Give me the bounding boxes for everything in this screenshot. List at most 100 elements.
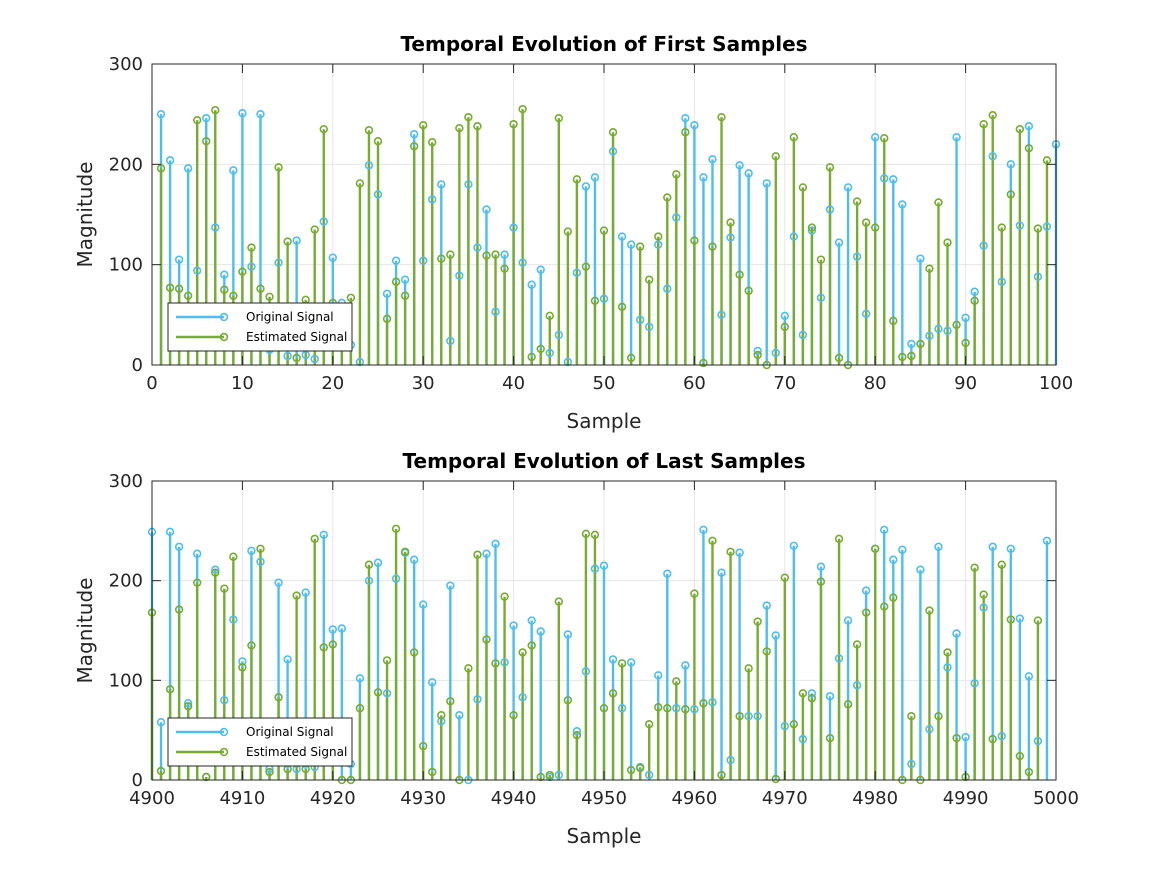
stem-marker: [608, 655, 618, 664]
stem-marker: [419, 741, 428, 751]
stem-marker: [970, 679, 979, 688]
x-tick-label: 4940: [491, 788, 537, 809]
stem-marker: [437, 254, 446, 263]
stem-marker: [617, 704, 627, 713]
stem-marker: [861, 309, 871, 319]
x-tick-label: 4920: [310, 788, 356, 809]
stem-marker: [889, 555, 898, 564]
stem-marker: [735, 161, 744, 170]
y-axis-label: Magnitude: [73, 578, 97, 684]
stem-marker: [346, 293, 356, 302]
bottom-stem-chart: 4900 4910 4920 4930 4940 4950 4960 4970 4980 4990…: [73, 449, 1079, 848]
stem-marker: [355, 704, 365, 713]
stem-marker: [997, 223, 1006, 232]
stem-marker: [446, 336, 455, 346]
stem-marker: [220, 584, 229, 593]
stem-marker: [898, 545, 907, 554]
markers-original: [156, 108, 1061, 367]
stem-marker: [554, 330, 563, 340]
stem-marker: [581, 262, 591, 271]
stem-marker: [491, 659, 500, 668]
stem-marker: [482, 549, 491, 558]
stem-marker: [364, 126, 374, 135]
stem-marker: [283, 351, 292, 361]
x-tick-label: 10: [231, 373, 254, 394]
stem-marker: [825, 733, 835, 743]
x-tick-label: 40: [502, 373, 525, 394]
chart-title: Temporal Evolution of First Samples: [400, 32, 807, 56]
stem-marker: [400, 291, 410, 300]
stem-marker: [156, 164, 166, 173]
stem-marker: [644, 719, 654, 729]
markers-estimated: [156, 104, 1052, 370]
stem-marker: [599, 294, 609, 303]
stem-marker: [1015, 221, 1025, 230]
stem-marker: [247, 243, 256, 252]
stem-marker: [382, 656, 392, 665]
stem-marker: [943, 663, 952, 672]
stem-marker: [310, 354, 319, 364]
stem-marker: [572, 175, 582, 184]
stem-marker: [979, 603, 988, 612]
stem-marker: [428, 138, 437, 147]
x-tick-label: 80: [864, 373, 887, 394]
stem-marker: [518, 104, 527, 114]
stem-marker: [328, 640, 337, 649]
stem-marker: [816, 577, 826, 586]
stem-marker: [780, 311, 789, 321]
stem-marker: [1015, 125, 1025, 134]
stem-marker: [337, 624, 347, 633]
stem-marker: [229, 166, 238, 175]
stem-marker: [274, 163, 283, 172]
stem-marker: [834, 654, 844, 663]
stem-marker: [1042, 536, 1052, 545]
stem-marker: [247, 641, 256, 650]
stem-marker: [328, 625, 337, 634]
stem-marker: [491, 250, 500, 259]
stem-marker: [382, 289, 392, 298]
stem-marker: [735, 548, 744, 557]
stem-marker: [455, 271, 464, 280]
stem-marker: [753, 350, 762, 360]
y-tick-label: 0: [132, 355, 143, 376]
stem-marker: [699, 358, 708, 368]
stem-marker: [961, 313, 970, 323]
stem-marker: [319, 643, 328, 652]
stem-marker: [997, 277, 1006, 286]
stem-marker: [165, 685, 175, 694]
stem-marker: [265, 292, 274, 301]
stem-marker: [934, 542, 943, 551]
stem-marker: [174, 255, 184, 264]
stem-marker: [202, 137, 211, 146]
stem-marker: [599, 226, 609, 235]
stem-marker: [301, 588, 310, 597]
stem-marker: [970, 296, 979, 305]
stem-marker: [988, 152, 997, 161]
stem-marker: [744, 286, 753, 295]
stem-marker: [409, 130, 419, 139]
stem-marker: [572, 268, 582, 277]
x-tick-label: 4950: [581, 788, 627, 809]
stem-marker: [780, 573, 789, 582]
legend: Original Signal Estimated Signal: [167, 302, 353, 352]
x-tick-label: 90: [954, 373, 977, 394]
x-tick-label: 4910: [219, 788, 265, 809]
stem-marker: [708, 155, 717, 164]
stem-marker: [654, 671, 663, 680]
stem-marker: [437, 711, 446, 720]
x-axis-label: Sample: [567, 824, 642, 848]
stem-marker: [464, 180, 473, 189]
stem-marker: [753, 346, 762, 356]
stem-marker: [952, 629, 961, 638]
stem-marker: [635, 242, 645, 251]
stem-marker: [1042, 156, 1052, 165]
stem-marker: [238, 267, 247, 276]
stem-marker: [699, 173, 708, 182]
stem-marker: [825, 692, 835, 701]
stem-marker: [798, 330, 808, 340]
stem-marker: [1024, 767, 1034, 777]
stem-marker: [590, 564, 600, 573]
stem-marker: [870, 544, 880, 553]
y-tick-label: 200: [109, 154, 143, 175]
